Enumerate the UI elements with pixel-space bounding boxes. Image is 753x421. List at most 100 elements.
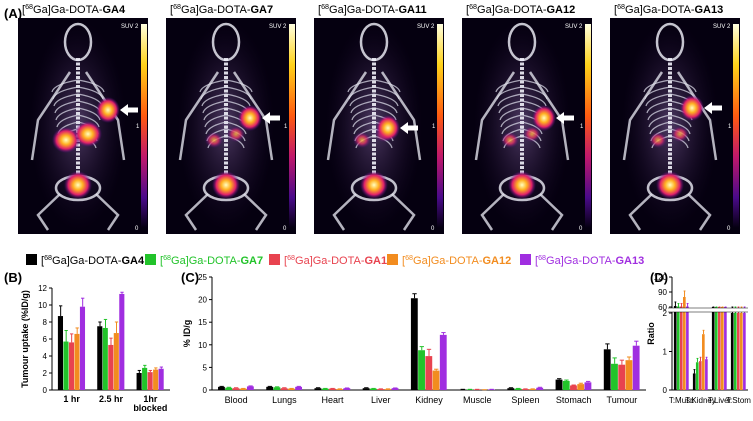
x-tick-label: 1hr <box>143 394 158 404</box>
suv-colorbar <box>289 24 295 228</box>
label-compound: GA13 <box>616 255 645 267</box>
left-hindlimb <box>184 193 209 231</box>
pet-image-ga13: [68Ga]Ga-DOTA-GA13 SUV 2 1 0 <box>610 3 740 234</box>
bar <box>239 388 247 390</box>
tumour-uptake <box>238 105 262 131</box>
label-compound: GA13 <box>695 4 724 16</box>
label-compound: GA12 <box>547 4 576 16</box>
y-tick-label: 120 <box>654 273 668 282</box>
bar <box>676 306 680 390</box>
label-bracket: [ <box>170 4 173 16</box>
right-hindlimb <box>687 193 712 231</box>
x-tick-label: blocked <box>133 403 167 413</box>
label-bracket: [ <box>614 4 617 16</box>
left-forelimb <box>178 71 220 161</box>
pet-image-ga4: [68Ga]Ga-DOTA-GA4 SUV 2 1 0 <box>18 3 148 234</box>
bar <box>711 307 715 390</box>
bar <box>68 342 75 390</box>
left-hindlimb <box>332 193 357 231</box>
label-name: Ga]Ga-DOTA- <box>33 4 103 16</box>
kidney-uptake-right <box>523 126 541 142</box>
legend-swatch <box>269 254 280 265</box>
label-isotope: 68 <box>469 3 477 11</box>
bar <box>287 388 295 390</box>
rib <box>349 93 399 107</box>
left-forelimb <box>622 71 664 161</box>
tumour-uptake <box>96 97 120 123</box>
x-tick-label: Blood <box>225 395 248 405</box>
suv-min: 0 <box>283 226 287 232</box>
kidney-uptake-left <box>501 132 519 148</box>
kidney-uptake-right <box>671 126 689 142</box>
bar <box>714 307 718 390</box>
label-isotope: 68 <box>287 254 295 262</box>
label-name: Ga]Ga-DOTA- <box>625 4 695 16</box>
y-tick-label: 0 <box>663 386 668 395</box>
left-forelimb <box>326 71 368 161</box>
bar <box>536 387 544 390</box>
bar <box>384 389 392 390</box>
bar <box>514 388 522 390</box>
y-tick-label: 10 <box>38 301 47 310</box>
rib <box>497 93 547 107</box>
label-compound: GA12 <box>483 255 512 267</box>
label-compound: GA4 <box>122 255 146 267</box>
bar <box>57 316 64 390</box>
y-tick-label: 0 <box>43 386 48 395</box>
bar <box>673 306 677 390</box>
suv-mid: 1 <box>580 124 584 130</box>
bar <box>119 293 125 390</box>
y-tick-label: 4 <box>43 352 48 361</box>
pet-title: [68Ga]Ga-DOTA-GA12 <box>466 3 575 16</box>
suv-max: 2 <box>727 24 731 30</box>
label-compound: GA11 <box>399 4 427 16</box>
tumour-arrow-icon <box>556 112 574 124</box>
y-axis-label: Ratio <box>646 322 656 345</box>
x-tick-label: Lungs <box>272 395 297 405</box>
pet-title: [68Ga]Ga-DOTA-GA7 <box>170 3 273 16</box>
y-axis-label: % ID/g <box>182 320 192 348</box>
bladder-uptake <box>656 171 684 199</box>
bar <box>611 363 618 390</box>
left-forelimb <box>30 71 72 161</box>
label-name: Ga]Ga-DOTA- <box>477 4 547 16</box>
legend-swatch <box>26 254 37 265</box>
y-tick-label: 8 <box>43 318 48 327</box>
y-tick-label: 2 <box>43 369 48 378</box>
bar <box>153 369 159 390</box>
suv-mid: 1 <box>136 124 140 130</box>
label-bracket: [ <box>402 255 405 267</box>
suv-min: 0 <box>727 226 731 232</box>
bar <box>142 367 148 390</box>
bar <box>740 313 743 390</box>
pet-image-ga11: [68Ga]Ga-DOTA-GA11 SUV 2 1 0 <box>314 3 444 234</box>
bar <box>102 327 108 390</box>
bar <box>113 333 119 390</box>
bar <box>147 372 153 390</box>
x-tick-label: T:Musc <box>669 396 694 405</box>
y-tick-label: 1 <box>663 348 668 357</box>
bladder-uptake <box>212 171 240 199</box>
bar <box>679 306 683 390</box>
legend-swatch <box>520 254 531 265</box>
pet-title: [68Ga]Ga-DOTA-GA13 <box>614 3 723 16</box>
tumour-uptake <box>376 115 400 141</box>
suv-max: 2 <box>579 24 583 30</box>
label-name: Ga]Ga-DOTA- <box>52 255 122 267</box>
legend-entry-ga12: [68Ga]Ga-DOTA-GA12 <box>387 254 511 267</box>
bar <box>321 388 329 390</box>
bar <box>730 313 734 390</box>
bar <box>79 306 86 390</box>
panel-label-c: (C) <box>181 270 199 285</box>
label-bracket: [ <box>318 4 321 16</box>
x-tick-label: Heart <box>322 395 345 405</box>
bar <box>733 313 737 390</box>
bar <box>439 334 447 390</box>
right-forelimb <box>380 71 422 161</box>
bar <box>632 345 640 390</box>
bar <box>314 388 322 390</box>
label-compound: GA7 <box>241 255 264 267</box>
suv-colorbar <box>141 24 147 228</box>
rib <box>495 79 549 93</box>
